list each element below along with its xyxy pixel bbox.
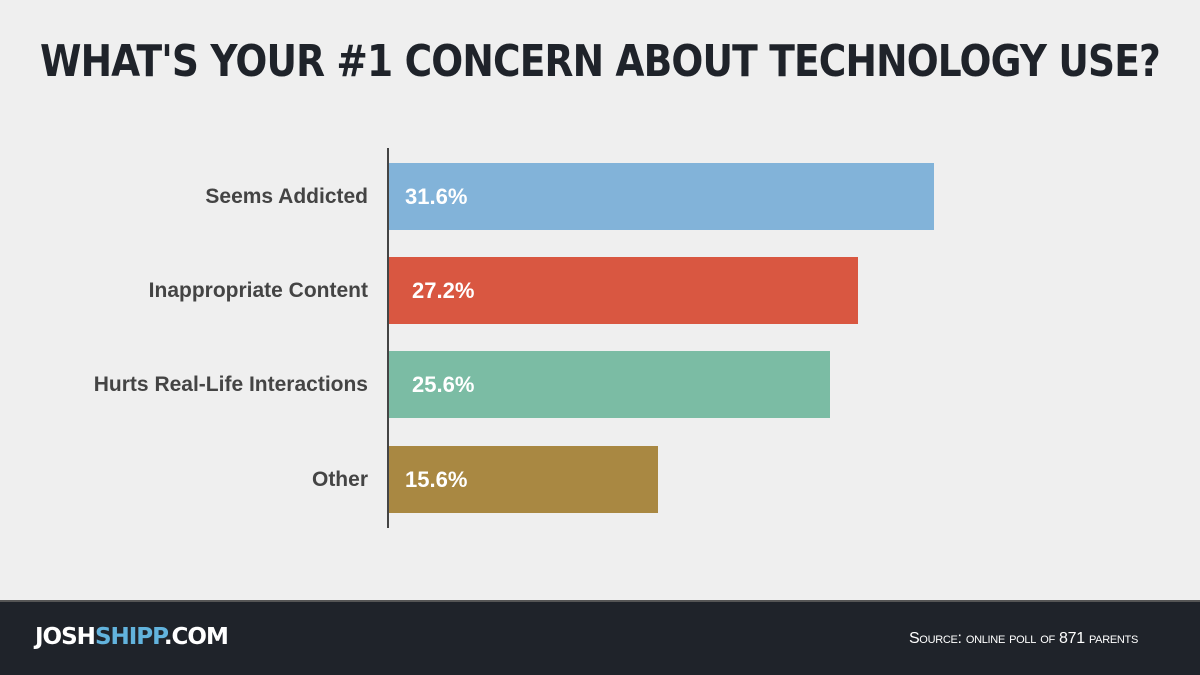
category-label: Inappropriate Content [148, 279, 368, 302]
data-label: 15.6% [405, 467, 468, 492]
bar [389, 257, 858, 324]
bar [389, 163, 934, 230]
category-label: Other [311, 468, 368, 491]
data-label: 31.6% [405, 184, 468, 209]
data-label: 25.6% [412, 372, 475, 397]
chart-title-text: WHAT'S YOUR #1 CONCERN ABOUT TECHNOLOGY … [40, 36, 1161, 87]
source-note: Source: online poll of 871 parents [908, 630, 1138, 647]
chart-title: WHAT'S YOUR #1 CONCERN ABOUT TECHNOLOGY … [40, 36, 1161, 88]
category-label: Seems Addicted [205, 185, 368, 208]
category-label: Hurts Real-Life Interactions [93, 373, 368, 396]
bar [389, 351, 831, 418]
logo: JOSHSHIPP.COM [35, 624, 229, 650]
y-axis-line [387, 148, 389, 528]
data-label: 27.2% [412, 278, 475, 303]
bar [389, 446, 658, 513]
bar-chart: Seems Addicted 31.6% Inappropriate Content… [93, 148, 934, 528]
logo-part-shipp: SHIPP [94, 624, 165, 650]
footer: JOSHSHIPP.COM Source: online poll of 871… [0, 600, 1200, 675]
logo-part-josh: JOSH [35, 624, 96, 650]
logo-part-com: .COM [163, 624, 229, 650]
